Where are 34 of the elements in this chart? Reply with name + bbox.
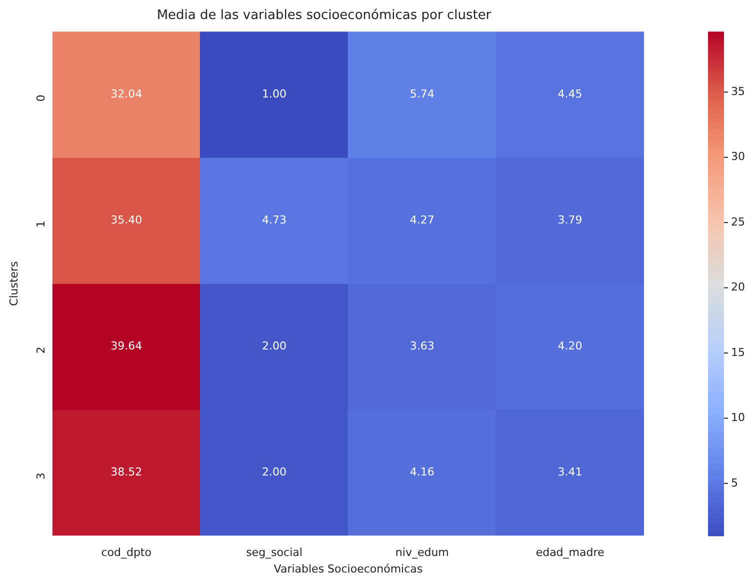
y-tick-label: 3 <box>34 472 48 480</box>
data-label: 4.27 <box>410 213 434 226</box>
color-bar-label: 15 <box>731 346 745 359</box>
data-label: 5.74 <box>410 87 434 100</box>
y-axis-title: Clusters <box>7 260 20 306</box>
data-label: 1.00 <box>262 87 286 100</box>
x-axis-title: Variables Socioeconómicas <box>274 562 423 576</box>
color-bar-label: 10 <box>731 411 745 424</box>
x-tick-label: cod_dpto <box>101 546 152 560</box>
x-tick-label: edad_madre <box>536 546 605 560</box>
data-label: 2.00 <box>262 339 286 352</box>
color-bar-label: 25 <box>731 215 745 228</box>
chart-title: Media de las variables socioeconómicas por cluster <box>156 8 492 24</box>
color-bar-label: 30 <box>731 150 745 164</box>
y-tick-label: 0 <box>34 94 48 102</box>
data-label: 2.00 <box>262 465 286 478</box>
x-tick-label: seg_social <box>246 546 302 560</box>
color-bar-label: 35 <box>731 84 745 98</box>
data-label: 39.64 <box>110 339 142 352</box>
color-bar-label: 20 <box>731 280 745 294</box>
y-tick-label: 2 <box>34 346 48 354</box>
data-label: 38.52 <box>110 465 142 478</box>
color-bar-label: 5 <box>731 476 738 490</box>
data-label: 35.40 <box>110 213 142 226</box>
x-tick-label: niv_edum <box>395 546 449 560</box>
data-label: 4.16 <box>410 465 434 478</box>
data-label: 4.20 <box>558 339 582 352</box>
data-label: 32.04 <box>110 87 142 100</box>
y-tick-label: 1 <box>34 220 48 228</box>
data-label: 4.73 <box>262 213 286 226</box>
data-label: 3.79 <box>558 213 582 226</box>
data-label: 3.41 <box>558 465 582 478</box>
data-label: 4.45 <box>558 87 582 100</box>
data-label: 3.63 <box>410 339 434 352</box>
